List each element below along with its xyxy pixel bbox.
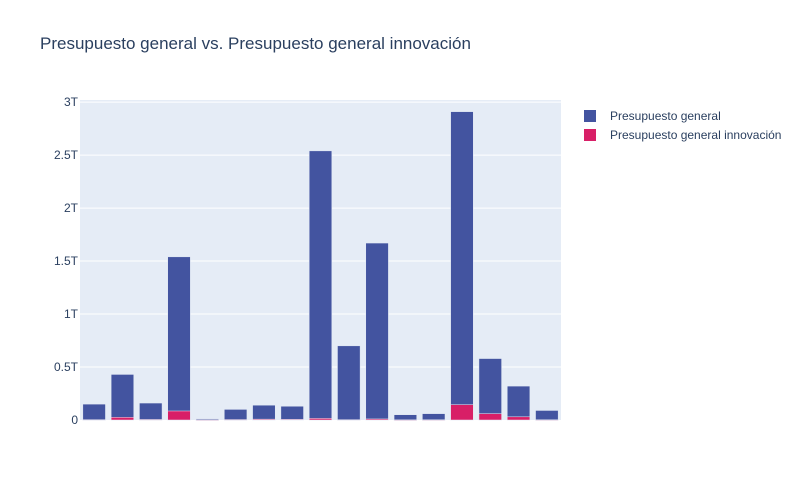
y-tick-label: 0.5T <box>54 360 79 374</box>
bar-presupuesto-innovacion[interactable] <box>506 416 531 421</box>
bar-presupuesto-innovacion[interactable] <box>195 419 219 421</box>
bar-presupuesto-general[interactable] <box>506 385 531 421</box>
bar-presupuesto-innovacion[interactable] <box>139 419 163 421</box>
bar-presupuesto-innovacion[interactable] <box>450 404 474 421</box>
bar-presupuesto-innovacion[interactable] <box>167 410 191 421</box>
bar-presupuesto-general[interactable] <box>422 413 446 421</box>
y-tick-label: 1T <box>64 307 79 321</box>
legend-item-presupuesto-innovacion[interactable]: Presupuesto general innovación <box>584 125 781 144</box>
bar-presupuesto-innovacion[interactable] <box>337 419 361 421</box>
bar-presupuesto-innovacion[interactable] <box>224 419 248 421</box>
bar-presupuesto-general[interactable] <box>252 404 276 421</box>
bar-presupuesto-innovacion[interactable] <box>82 419 106 421</box>
bar-presupuesto-general[interactable] <box>110 374 135 421</box>
bar-presupuesto-innovacion[interactable] <box>280 419 304 421</box>
bar-presupuesto-general[interactable] <box>478 358 502 421</box>
legend-label-innovacion: Presupuesto general innovación <box>610 127 782 142</box>
series-presupuesto-innovacion <box>82 404 559 421</box>
bar-presupuesto-innovacion[interactable] <box>393 419 417 421</box>
bar-presupuesto-innovacion[interactable] <box>252 418 276 421</box>
bar-presupuesto-innovacion[interactable] <box>535 419 559 421</box>
bar-presupuesto-innovacion[interactable] <box>422 419 446 421</box>
y-tick-label: 0 <box>71 413 78 427</box>
y-tick-label: 2T <box>64 201 79 215</box>
bar-presupuesto-innovacion[interactable] <box>478 413 502 421</box>
bar-presupuesto-general[interactable] <box>82 403 106 421</box>
bar-presupuesto-general[interactable] <box>280 405 304 421</box>
bar-presupuesto-innovacion[interactable] <box>365 418 389 421</box>
bar-presupuesto-innovacion[interactable] <box>308 418 333 421</box>
chart-title: Presupuesto general vs. Presupuesto gene… <box>40 34 471 53</box>
bar-presupuesto-general[interactable] <box>450 111 474 421</box>
series-presupuesto-general <box>82 111 559 421</box>
bar-presupuesto-general[interactable] <box>167 256 191 421</box>
legend-item-presupuesto-general[interactable]: Presupuesto general <box>584 106 781 125</box>
y-tick-label: 1.5T <box>54 254 79 268</box>
bar-presupuesto-innovacion[interactable] <box>110 417 135 421</box>
y-tick-label: 3T <box>64 95 79 109</box>
y-tick-label: 2.5T <box>54 148 79 162</box>
bar-presupuesto-general[interactable] <box>337 345 361 421</box>
legend: Presupuesto general Presupuesto general … <box>584 106 781 144</box>
bar-presupuesto-general[interactable] <box>535 410 559 421</box>
bar-presupuesto-general[interactable] <box>139 402 163 421</box>
legend-label-general: Presupuesto general <box>610 108 721 123</box>
bar-presupuesto-general[interactable] <box>393 414 417 421</box>
y-axis-ticks: 0 0.5T 1T 1.5T 2T 2.5T 3T <box>54 95 79 427</box>
bar-presupuesto-general[interactable] <box>308 150 333 421</box>
bar-presupuesto-general[interactable] <box>224 409 248 421</box>
bar-presupuesto-general[interactable] <box>365 242 389 421</box>
legend-swatch-general <box>584 109 596 122</box>
legend-swatch-innovacion <box>584 128 596 141</box>
